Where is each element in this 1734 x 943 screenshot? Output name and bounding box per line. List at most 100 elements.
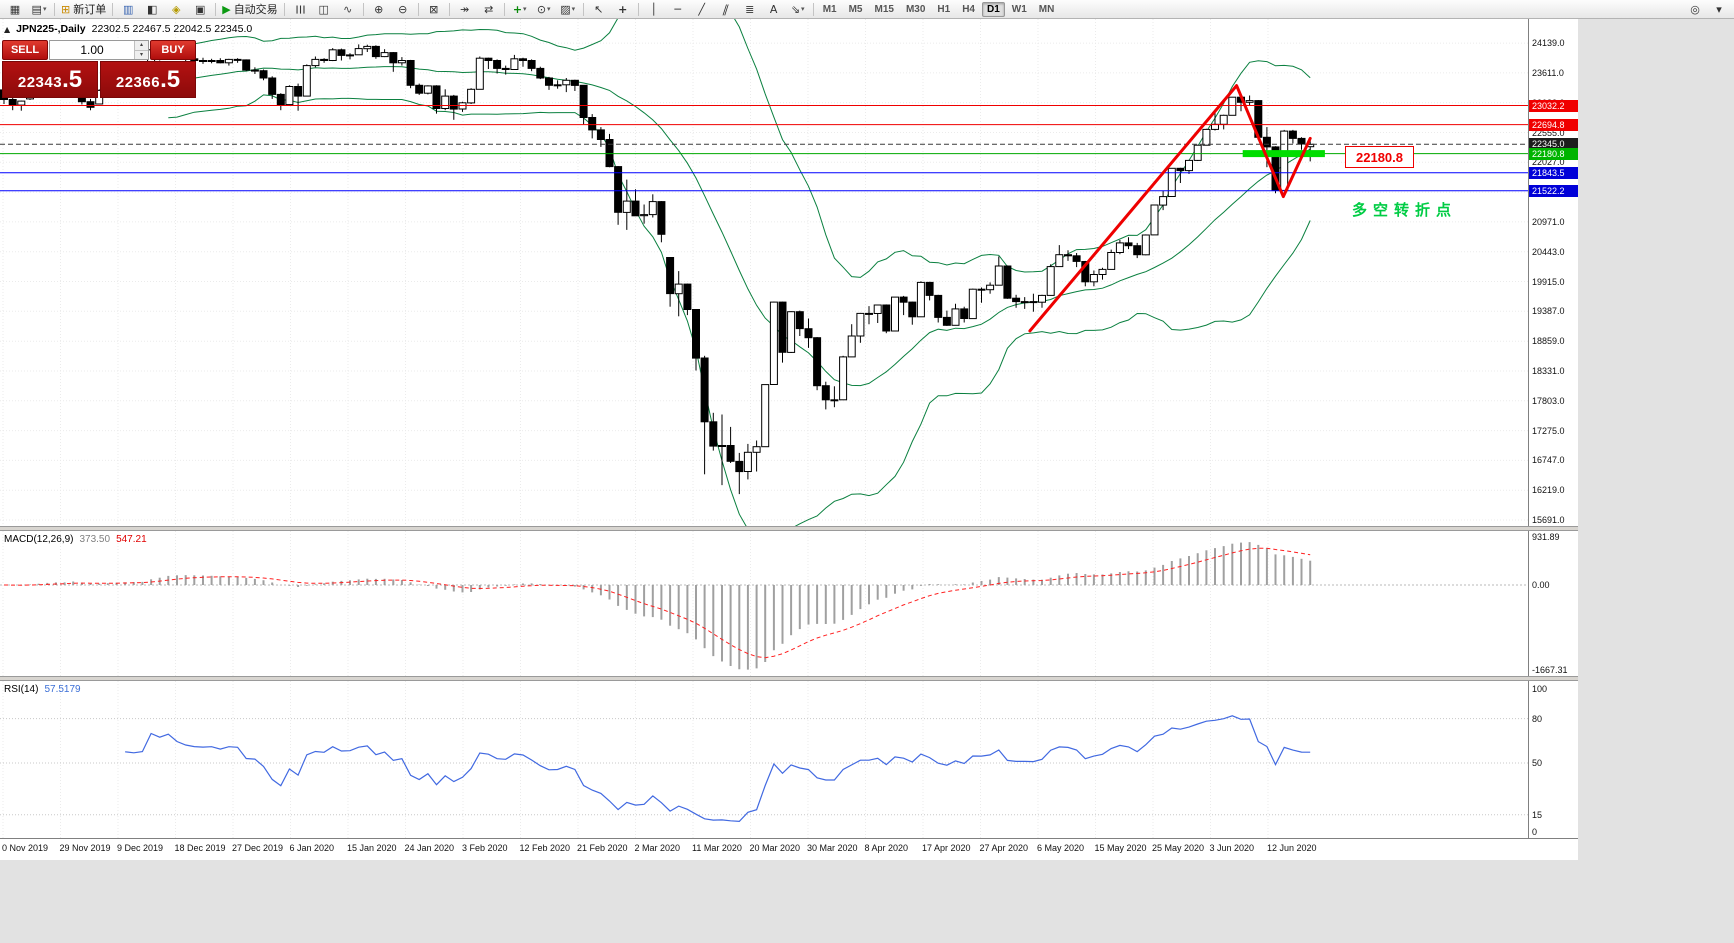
rsi-pane[interactable] bbox=[0, 681, 1528, 838]
chart-title-bar: ▲ JPN225-,Daily 22302.5 22467.5 22042.5 … bbox=[4, 23, 252, 35]
grid bbox=[0, 531, 1528, 676]
time-axis-label: 0 Nov 2019 bbox=[2, 843, 49, 853]
line-chart-icon[interactable]: ∿ bbox=[336, 0, 360, 19]
vertical-line-icon: │ bbox=[650, 2, 657, 16]
trendline-icon: ╱ bbox=[698, 2, 705, 16]
time-axis-label: 8 Apr 2020 bbox=[864, 843, 909, 853]
axis-label: 17803.0 bbox=[1532, 395, 1565, 406]
arrows-icon[interactable]: ⇘ ▾ bbox=[786, 0, 810, 19]
new-order-label: 新订单 bbox=[73, 4, 107, 16]
one-click-collapse-toggle[interactable]: ▲ bbox=[4, 24, 11, 34]
time-axis-label: 18 Dec 2019 bbox=[174, 843, 226, 853]
market-watch-icon[interactable]: ▥ bbox=[116, 0, 140, 19]
zoom-in-icon[interactable]: ⊕ bbox=[367, 0, 391, 19]
vertical-line-icon[interactable]: │ bbox=[642, 0, 666, 19]
price-pane[interactable] bbox=[0, 19, 1528, 526]
candlestick-chart-icon[interactable]: ◫ bbox=[312, 0, 336, 19]
sell-button[interactable]: SELL bbox=[2, 40, 48, 60]
time-axis-label: 15 Jan 2020 bbox=[347, 843, 397, 853]
macd-pane[interactable] bbox=[0, 531, 1528, 676]
rsi-indicator-label: RSI(14) 57.5179 bbox=[4, 684, 81, 695]
buy-button[interactable]: BUY bbox=[150, 40, 196, 60]
autotrading-button[interactable]: ▶ 自动交易 bbox=[219, 0, 280, 19]
bars-chart-icon[interactable]: ☰ bbox=[288, 0, 312, 19]
channel-icon: ∥ bbox=[720, 2, 731, 16]
profiles-icon[interactable]: ▤ ▾ bbox=[27, 0, 51, 19]
toolbar-separator bbox=[112, 2, 114, 16]
horizontal-line-icon[interactable]: ─ bbox=[666, 0, 690, 19]
toolbar-separator bbox=[283, 2, 285, 16]
trendline-object[interactable] bbox=[1028, 84, 1312, 333]
time-axis-label: 3 Jun 2020 bbox=[1209, 843, 1255, 853]
periods-icon[interactable]: ⊙ ▾ bbox=[532, 0, 556, 19]
time-axis-label: 12 Feb 2020 bbox=[519, 843, 571, 853]
toolbar-separator bbox=[417, 2, 419, 16]
timeframe-H4-button[interactable]: H4 bbox=[962, 3, 975, 15]
volume-input[interactable] bbox=[50, 41, 134, 59]
one-click-trading-panel: SELL ▴ ▾ BUY 22343.5 22366.5 bbox=[2, 40, 196, 98]
crosshair-icon[interactable]: + bbox=[611, 0, 635, 19]
data-window-icon[interactable]: ◧ bbox=[140, 0, 164, 19]
timeframe-D1-button[interactable]: D1 bbox=[982, 1, 1005, 17]
cursor-icon[interactable]: ↖ bbox=[587, 0, 611, 19]
arrows-icon: ⇘ bbox=[790, 2, 801, 16]
toolbar-separator bbox=[215, 2, 217, 16]
terminal-icon: ▣ bbox=[195, 2, 206, 16]
zoom-out-icon[interactable]: ⊖ bbox=[391, 0, 415, 19]
chart-shift-icon[interactable]: ⇄ bbox=[477, 0, 501, 19]
support-highlight-bar[interactable] bbox=[1242, 150, 1325, 158]
timeframe-M15-button[interactable]: M15 bbox=[874, 3, 894, 15]
pane-splitter[interactable] bbox=[0, 676, 1578, 681]
grid bbox=[0, 19, 1528, 526]
timeframe-W1-button[interactable]: W1 bbox=[1011, 3, 1027, 15]
channel-icon[interactable]: ∥ bbox=[714, 0, 738, 19]
volume-up-button[interactable]: ▴ bbox=[135, 41, 148, 51]
axis-label: 24139.0 bbox=[1532, 38, 1565, 49]
trendline-icon[interactable]: ╱ bbox=[690, 0, 714, 19]
window-menu-icon[interactable]: ▾ bbox=[1707, 0, 1731, 19]
new-chart-icon: ▦ bbox=[9, 2, 21, 16]
auto-scroll-icon[interactable]: ↠ bbox=[453, 0, 477, 19]
time-axis[interactable]: 0 Nov 2019 29 Nov 2019 9 Dec 2019 18 Dec 20… bbox=[0, 838, 1578, 860]
horizontal-line-icon: ─ bbox=[674, 2, 681, 16]
navigator-icon[interactable]: ◈ bbox=[164, 0, 188, 19]
volume-down-button[interactable]: ▾ bbox=[135, 50, 148, 59]
new-order-button[interactable]: ⊞ 新订单 bbox=[58, 0, 109, 19]
buy-price: 22366 bbox=[115, 74, 161, 91]
time-axis-label: 27 Dec 2019 bbox=[232, 843, 284, 853]
timeframe-M1-button[interactable]: M1 bbox=[822, 3, 837, 15]
indicators-icon[interactable]: + ▾ bbox=[508, 0, 532, 19]
price-marker-label: 21843.5 bbox=[1529, 166, 1578, 179]
horizontal-line-objects[interactable] bbox=[0, 105, 1528, 192]
timeframe-MN-button[interactable]: MN bbox=[1038, 3, 1055, 15]
autotrading-label: 自动交易 bbox=[233, 4, 278, 16]
sell-price-fraction: .5 bbox=[62, 66, 83, 93]
templates-icon[interactable]: ▨ ▾ bbox=[556, 0, 580, 19]
time-axis-label: 11 Mar 2020 bbox=[692, 843, 742, 853]
turning-point-note[interactable]: 多空转折点 bbox=[1352, 201, 1458, 219]
new-chart-icon[interactable]: ▦ bbox=[3, 0, 27, 19]
pane-splitter[interactable] bbox=[0, 526, 1578, 531]
time-axis-label: 20 Mar 2020 bbox=[749, 843, 801, 853]
text-icon[interactable]: A bbox=[762, 0, 786, 19]
sell-price-button[interactable]: 22343.5 bbox=[2, 61, 98, 98]
price-marker-label: 22345.0 bbox=[1529, 138, 1578, 151]
time-axis-label: 24 Jan 2020 bbox=[404, 843, 455, 853]
price-marker-label: 21522.2 bbox=[1529, 184, 1578, 197]
axis-label: 80 bbox=[1532, 713, 1543, 724]
price-annotation-box[interactable]: 22180.8 bbox=[1345, 146, 1414, 168]
window-pin-icon[interactable]: ◎ bbox=[1683, 0, 1707, 19]
terminal-icon[interactable]: ▣ bbox=[188, 0, 212, 19]
grid bbox=[2, 681, 1269, 838]
timeframe-H1-button[interactable]: H1 bbox=[937, 3, 951, 15]
fibonacci-icon[interactable]: ≣ bbox=[738, 0, 762, 19]
timeframe-M30-button[interactable]: M30 bbox=[905, 3, 926, 15]
price-axis[interactable]: 24139.023611.023083.022555.022027.021499… bbox=[1528, 19, 1578, 838]
timeframe-M5-button[interactable]: M5 bbox=[848, 3, 863, 15]
volume-field: ▴ ▾ bbox=[49, 40, 149, 60]
text-icon: A bbox=[769, 2, 778, 16]
rsi-value: 57.5179 bbox=[44, 684, 81, 695]
axis-label: 18331.0 bbox=[1532, 366, 1565, 376]
tile-windows-icon[interactable]: ⊠ bbox=[422, 0, 446, 19]
buy-price-button[interactable]: 22366.5 bbox=[100, 61, 196, 98]
